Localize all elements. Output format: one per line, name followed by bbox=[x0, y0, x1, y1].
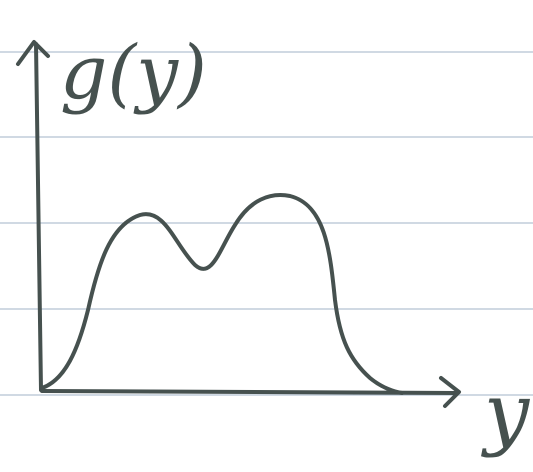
vertical-arrowhead bbox=[18, 42, 48, 64]
sketch: g(y) y bbox=[0, 0, 533, 472]
y-axis-label: g(y) bbox=[60, 30, 207, 116]
vertical-axis bbox=[36, 44, 41, 390]
density-curve bbox=[42, 195, 402, 393]
x-axis-label: y bbox=[481, 366, 531, 459]
